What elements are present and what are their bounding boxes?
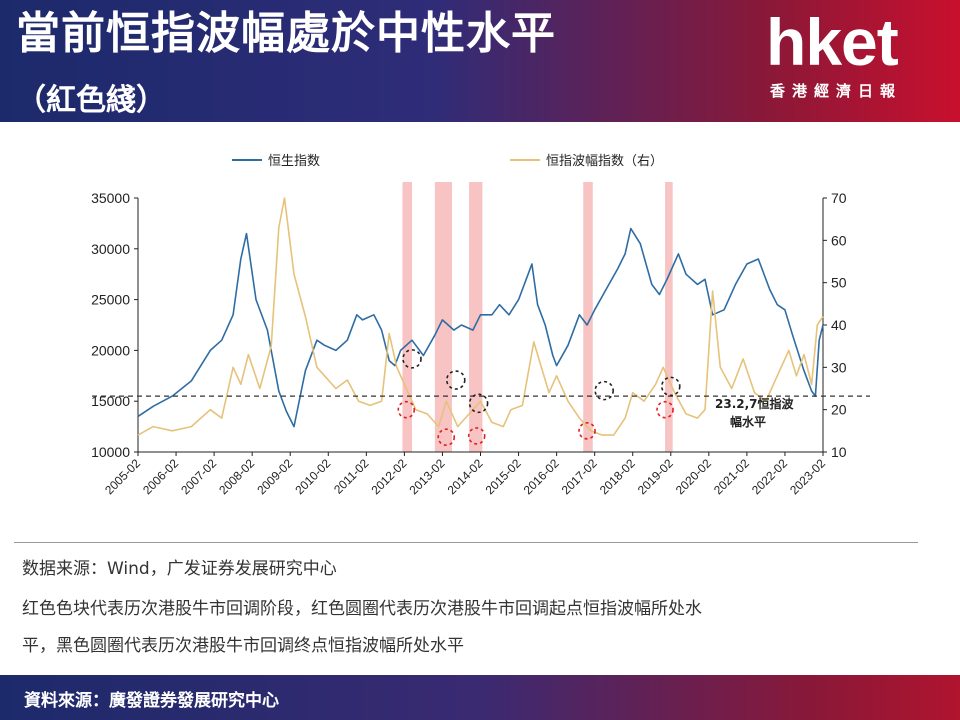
- black-circle-1: [445, 370, 466, 390]
- footer-bar: 資料來源：廣發證券發展研究中心: [0, 675, 960, 720]
- y-right-tick-label-3: 40: [831, 317, 847, 333]
- highlight-period-1: [434, 182, 452, 452]
- caption-source: 数据来源：Wind，广发证券发展研究中心: [22, 559, 337, 579]
- highlight-period-3: [583, 182, 593, 452]
- x-tick-label-5: 2010-02: [292, 456, 333, 497]
- x-tick-label-12: 2017-02: [559, 456, 600, 497]
- chart-container: 35000 30000 25000 20000 15000 10000 70 60 50 40 30…: [40, 146, 920, 536]
- black-circle-4: [660, 376, 681, 397]
- x-tick-label-17: 2022-02: [749, 456, 790, 497]
- x-tick-label-11: 2016-02: [521, 456, 562, 497]
- y-right-tick-label-2: 50: [831, 275, 847, 291]
- y-left-tick-label-5: 10000: [91, 444, 130, 460]
- series-line-0: [137, 227, 824, 428]
- red-circle-3: [578, 422, 596, 440]
- red-circle-1: [437, 428, 456, 446]
- red-circle-2: [467, 427, 486, 445]
- x-tick-label-4: 2009-02: [254, 456, 295, 497]
- x-tick-label-14: 2019-02: [635, 456, 676, 497]
- highlight-period-2: [469, 182, 483, 452]
- y-left-tick-label-3: 20000: [91, 342, 130, 358]
- black-circle-2: [468, 393, 489, 414]
- legend-label-1: 恒指波幅指数（右）: [546, 154, 663, 169]
- x-tick-label-1: 2006-02: [140, 456, 181, 497]
- black-circle-3: [594, 380, 614, 401]
- footer-source: 資料來源：廣發證券發展研究中心: [24, 691, 279, 711]
- y-right-tick-label-0: 70: [831, 190, 847, 206]
- x-tick-label-3: 2008-02: [216, 456, 257, 497]
- reference-label-line1: 23.2,7恒指波: [715, 396, 795, 411]
- red-circle-4: [656, 400, 674, 419]
- y-left-tick-label-2: 25000: [91, 292, 130, 308]
- x-tick-label-10: 2015-02: [483, 456, 524, 497]
- x-tick-label-16: 2021-02: [711, 456, 752, 497]
- x-tick-label-0: 2005-02: [102, 456, 143, 497]
- x-tick-label-8: 2013-02: [407, 456, 448, 497]
- red-circle-0: [397, 400, 416, 419]
- caption-note-2: 平，黑色圆圈代表历次港股牛市回调终点恒指波幅所处水平: [22, 636, 464, 656]
- y-right-tick-label-4: 30: [831, 359, 847, 375]
- logo-wordmark: hket: [766, 5, 899, 79]
- header-banner: 當前恒指波幅處於中性水平 （紅色綫） hket 香港經濟日報: [0, 0, 960, 122]
- series-line-1: [137, 197, 824, 436]
- x-tick-label-6: 2011-02: [331, 456, 372, 497]
- y-right-tick-label-1: 60: [831, 232, 847, 248]
- x-tick-label-18: 2023-02: [787, 456, 828, 497]
- x-tick-label-13: 2018-02: [597, 456, 638, 497]
- logo-subtitle: 香港經濟日報: [770, 82, 903, 100]
- divider: [14, 542, 918, 543]
- reference-label-line2: 幅水平: [730, 414, 766, 429]
- y-right-tick-label-6: 10: [831, 444, 847, 460]
- y-right-tick-label-5: 20: [831, 402, 847, 418]
- y-left-tick-label-0: 35000: [91, 190, 130, 206]
- x-tick-label-9: 2014-02: [445, 456, 486, 497]
- hket-logo: hket 香港經濟日報: [760, 5, 948, 104]
- y-left-tick-label-4: 15000: [91, 393, 130, 409]
- x-tick-label-2: 2007-02: [178, 456, 219, 497]
- hsi-volatility-chart: 35000 30000 25000 20000 15000 10000 70 60 50 40 30…: [91, 154, 870, 497]
- legend-label-0: 恒生指数: [268, 154, 320, 169]
- x-tick-label-15: 2020-02: [673, 456, 714, 497]
- highlight-period-0: [402, 182, 412, 452]
- caption-note-1: 红色色块代表历次港股牛市回调阶段，红色圆圈代表历次港股牛市回调起点恒指波幅所处水: [22, 599, 702, 619]
- x-tick-label-7: 2012-02: [368, 456, 409, 497]
- black-circle-0: [402, 349, 422, 369]
- highlight-period-4: [665, 182, 673, 452]
- page-title: 當前恒指波幅處於中性水平: [16, 8, 556, 59]
- page-subtitle: （紅色綫）: [16, 83, 166, 118]
- y-left-tick-label-1: 30000: [91, 241, 130, 257]
